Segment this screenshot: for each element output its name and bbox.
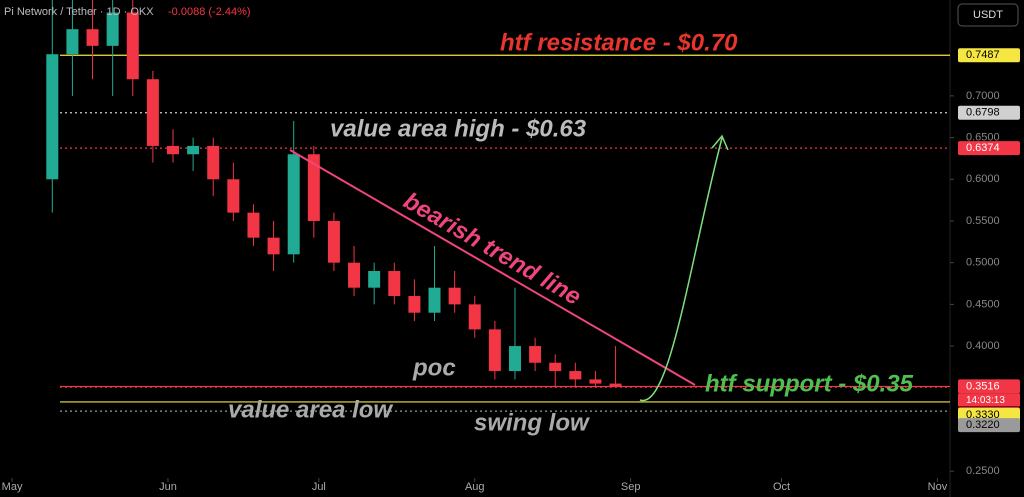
x-tick-label: Aug [465, 481, 485, 493]
candle-body [267, 237, 280, 255]
annotation: poc [412, 354, 456, 381]
candle-body [187, 145, 200, 155]
x-tick-label: Jul [312, 481, 326, 493]
price-tag [958, 418, 1020, 433]
y-tick-label: 0.5000 [966, 257, 1000, 269]
candle-body [508, 346, 521, 372]
price-tag [958, 379, 1020, 394]
x-tick-label: Jun [159, 481, 177, 493]
price-tag-label: 0.7487 [966, 49, 1000, 61]
x-tick-label: Oct [773, 481, 790, 493]
candle-body [146, 79, 159, 146]
candle-body [368, 271, 381, 288]
symbol: Pi Network / Tether · 1D · OKX [4, 6, 154, 18]
arrow-head [711, 134, 729, 151]
trend-line [289, 149, 696, 386]
annotation: value area low [228, 396, 393, 423]
candle-body [126, 12, 139, 80]
price-tag-label: 0.3330 [966, 409, 1000, 421]
y-tick-label: 0.6000 [966, 173, 1000, 185]
candle-body [549, 362, 562, 372]
y-tick-label: 0.7000 [966, 90, 1000, 102]
currency-box[interactable] [957, 3, 1019, 27]
price-tag-label: 0.6798 [966, 107, 1000, 119]
candle-body [468, 304, 481, 330]
change: -0.0088 (-2.44%) [168, 6, 251, 18]
candle-body [488, 329, 501, 372]
candle-body [287, 154, 300, 255]
annotation: swing low [474, 409, 590, 436]
candle-body [86, 29, 99, 46]
price-tag [958, 105, 1020, 120]
x-tick-label: Sep [621, 481, 641, 493]
annotation: value area high - $0.63 [330, 115, 587, 142]
annotation: htf support - $0.35 [705, 370, 914, 397]
x-tick-label: Nov [928, 481, 948, 493]
y-tick-label: 0.4000 [966, 340, 1000, 352]
x-tick-label: May [2, 481, 23, 493]
candle-body [408, 296, 421, 313]
candle-body [529, 346, 542, 363]
candle-body [327, 220, 340, 263]
candle-body [66, 29, 79, 55]
candle-body [46, 54, 59, 180]
candle-body [388, 271, 401, 297]
candle-body [569, 371, 582, 380]
price-tag-label: 0.3516 [966, 380, 1000, 392]
candle-body [428, 287, 441, 313]
candle-body [106, 12, 119, 46]
countdown-bg [958, 393, 1020, 407]
y-tick-label: 0.2500 [966, 465, 1000, 477]
candle-body [247, 212, 260, 238]
currency[interactable]: USDT [973, 9, 1003, 21]
y-tick-label: 0.5500 [966, 215, 1000, 227]
price-tag-label: 0.6374 [966, 142, 1000, 154]
candle-body [589, 379, 602, 384]
price-tag [958, 48, 1020, 63]
candle-body [448, 287, 461, 305]
candle-body [167, 145, 180, 155]
candle-body [227, 179, 240, 213]
candle-body [207, 145, 220, 180]
candle-body [348, 262, 361, 288]
price-tag-label: 0.3220 [966, 419, 1000, 431]
y-tick-label: 0.6500 [966, 131, 1000, 143]
y-tick-label: 0.4500 [966, 298, 1000, 310]
annotation: htf resistance - $0.70 [500, 29, 738, 56]
candle-body [609, 383, 622, 387]
arrow [639, 137, 723, 401]
price-tag [958, 141, 1020, 156]
candle-body [307, 154, 320, 221]
countdown: 14:03:13 [966, 395, 1005, 406]
